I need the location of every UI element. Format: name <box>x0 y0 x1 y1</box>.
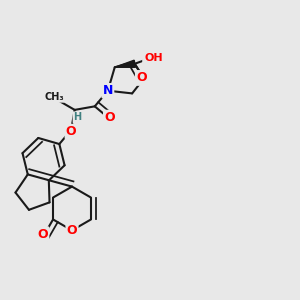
Text: O: O <box>67 224 77 237</box>
Text: CH₃: CH₃ <box>44 92 64 102</box>
Text: OH: OH <box>144 53 163 63</box>
Text: OH: OH <box>143 53 162 63</box>
Text: O: O <box>66 125 76 138</box>
Text: O: O <box>136 71 147 84</box>
Text: N: N <box>103 84 113 97</box>
Text: O: O <box>104 111 115 124</box>
Text: O: O <box>138 71 148 84</box>
Text: O: O <box>38 228 48 241</box>
Text: H: H <box>74 112 82 122</box>
Polygon shape <box>115 60 135 67</box>
